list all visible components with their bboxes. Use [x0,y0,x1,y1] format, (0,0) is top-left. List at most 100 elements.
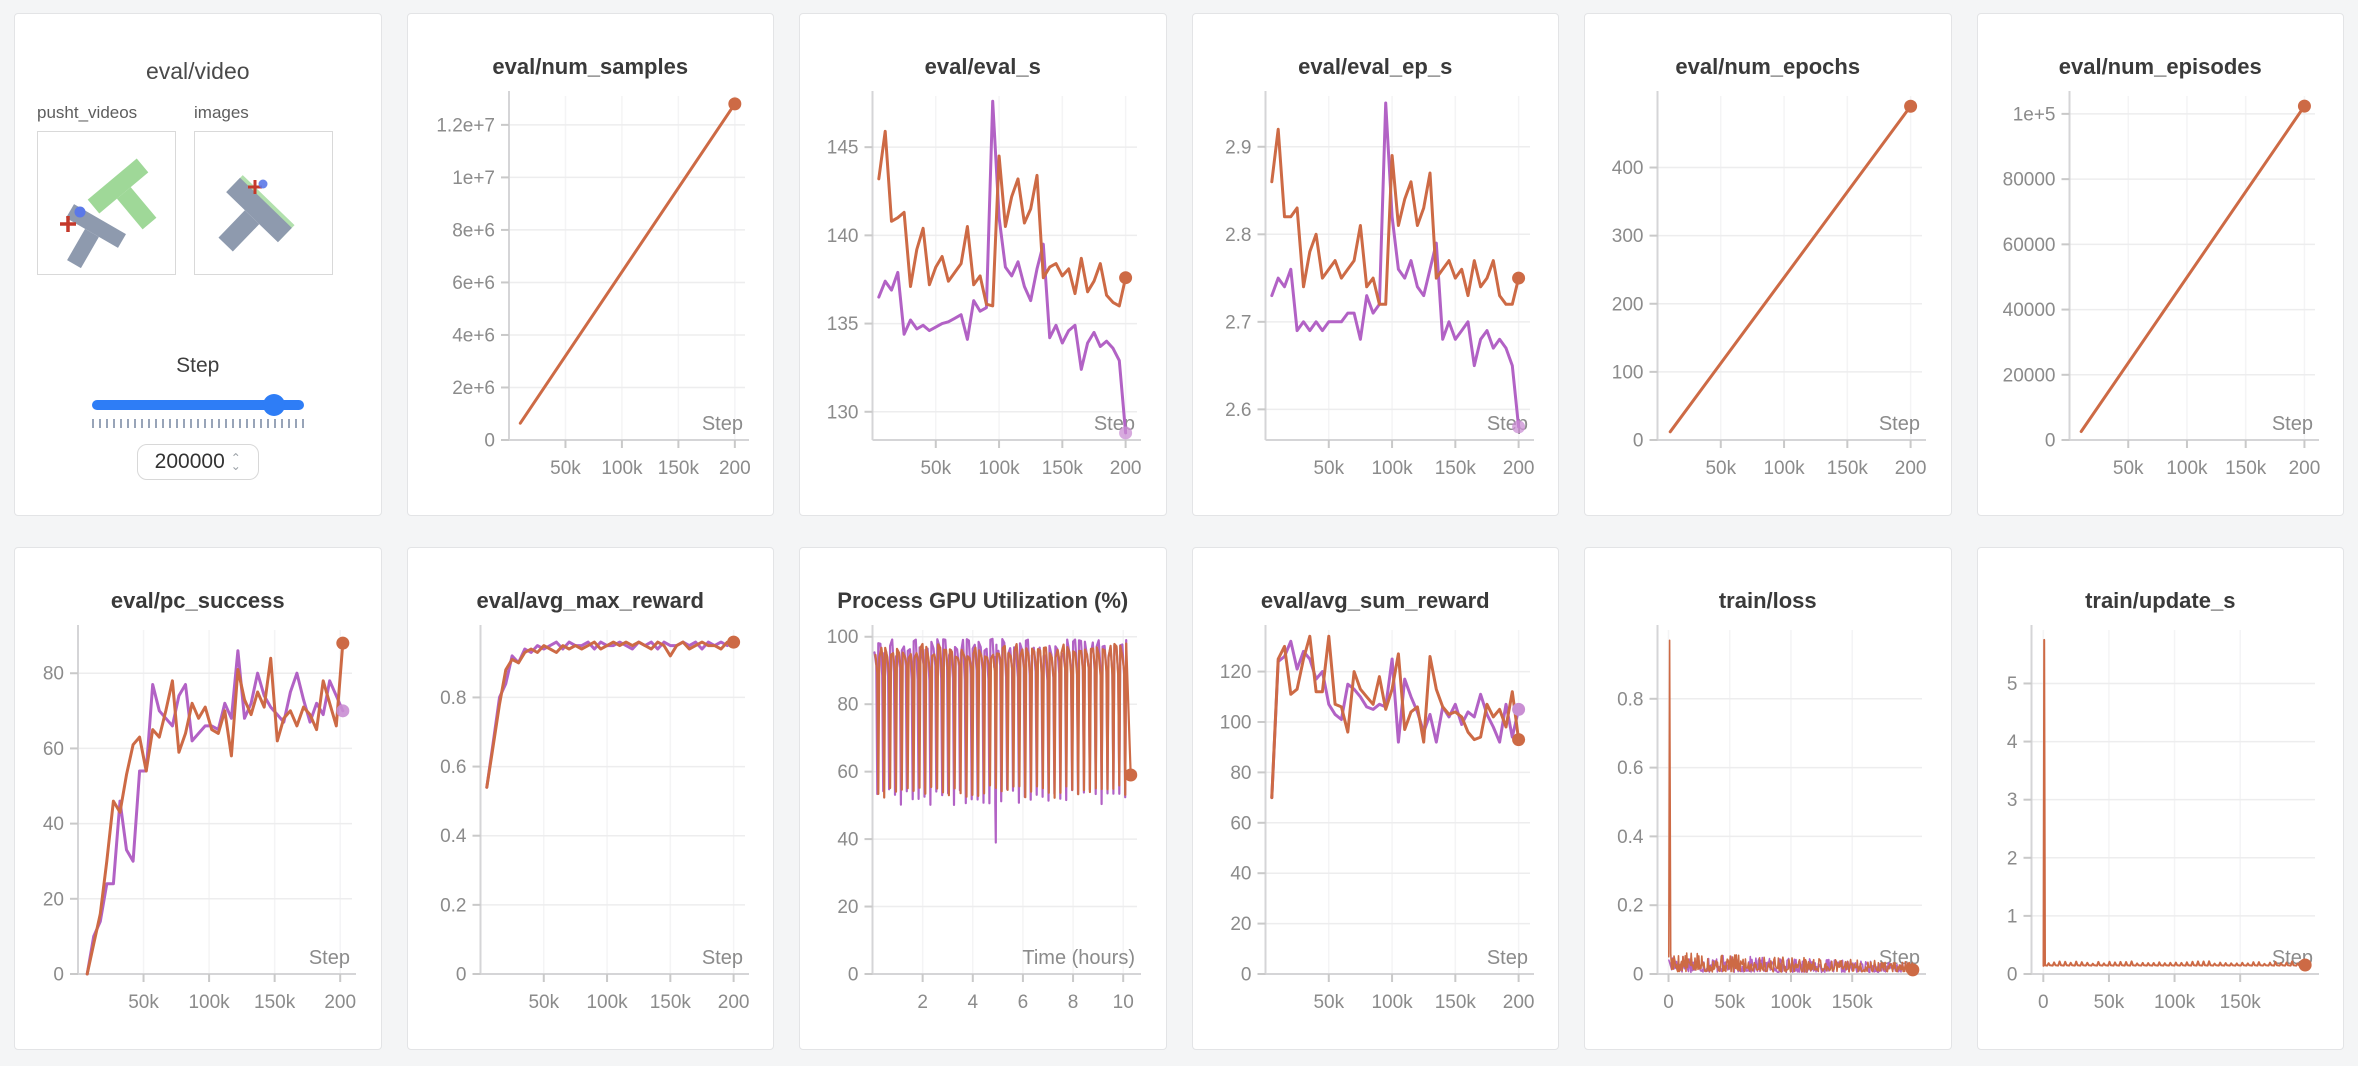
svg-text:0: 0 [1663,992,1674,1013]
svg-text:100: 100 [1612,362,1644,383]
x-axis-label: Step [309,947,350,969]
chart-canvas-eval-avg-max-reward[interactable]: 50k 100k 150k 200 0 0.2 0.4 0.6 0.8 Step [408,618,773,1036]
chart-canvas-eval-pc-success[interactable]: 50k 100k 150k 200 0 20 40 60 80 Step [15,618,380,1036]
svg-text:60: 60 [1230,813,1251,834]
svg-text:0: 0 [2007,965,2018,986]
svg-text:0: 0 [54,965,65,986]
svg-text:60: 60 [43,739,64,760]
chart-title: train/loss [1718,588,1817,613]
svg-text:1e+7: 1e+7 [452,168,495,189]
svg-text:1: 1 [2007,906,2018,927]
svg-text:4: 4 [968,992,979,1013]
chart-title: eval/avg_max_reward [476,588,705,613]
svg-text:4e+6: 4e+6 [452,325,495,346]
step-slider[interactable] [91,394,304,416]
svg-text:0: 0 [848,965,859,986]
x-axis-label: Step [1487,947,1528,969]
svg-text:60: 60 [838,762,859,783]
agent-dot-marker [258,179,268,189]
svg-text:0: 0 [1633,965,1644,986]
chart-canvas-eval-num-samples[interactable]: 50k 100k 150k 200 0 2e+6 4e+6 6e+6 8e+6 1e+7 1.2e+… [408,84,773,502]
chart-title: eval/num_epochs [1675,54,1861,79]
series-endpoint-dot [1119,426,1133,440]
svg-text:150k: 150k [1827,458,1869,479]
svg-text:10: 10 [1113,992,1134,1013]
svg-text:3: 3 [2007,790,2018,811]
svg-text:100k: 100k [979,458,1021,479]
svg-text:50k: 50k [550,458,581,479]
svg-text:50k: 50k [128,992,159,1013]
chart-canvas-eval-avg-sum-reward[interactable]: 50k 100k 150k 200 0 20 40 60 80 100 120 Step [1193,618,1558,1036]
step-increment-button[interactable]: ⌃ [230,451,241,465]
step-slider-track[interactable] [91,400,304,410]
svg-text:2: 2 [918,992,929,1013]
svg-text:130: 130 [827,402,859,423]
svg-text:4: 4 [2007,732,2018,753]
x-axis-label: Step [702,947,743,969]
svg-text:200: 200 [1612,294,1644,315]
svg-text:100: 100 [827,627,859,648]
chart-title: eval/eval_ep_s [1298,54,1453,79]
svg-text:2.8: 2.8 [1225,225,1251,246]
chart-canvas-eval-num-epochs[interactable]: 50k 100k 150k 200 0 100 200 300 400 Step [1585,84,1950,502]
svg-text:0: 0 [2038,992,2049,1013]
media-panel-eval-video: eval/video pusht_videos [14,13,382,516]
chart-panel-eval-avg-sum-reward: eval/avg_sum_reward 50k 100k 150k 200 0 20 40 60… [1191,547,1559,1050]
images-preview[interactable] [194,131,333,275]
x-axis-label: Time (hours) [1023,947,1136,969]
chart-panel-eval-avg-max-reward: eval/avg_max_reward 50k 100k 150k 200 0 0.2 0.4… [406,547,774,1050]
svg-text:60000: 60000 [2002,235,2055,256]
series-endpoint-dot [1511,420,1525,434]
step-control: Step 200000 ⌃ ⌄ [15,354,381,480]
svg-text:300: 300 [1612,226,1644,247]
pusht-video-image [60,158,157,269]
svg-text:200: 200 [1503,992,1535,1013]
svg-text:0.4: 0.4 [440,826,467,847]
pusht-video-preview[interactable] [37,131,176,275]
svg-text:1e+5: 1e+5 [2012,104,2055,125]
chart-panel-train-loss: train/loss 0 50k 100k 150k 0 0.2 0.4 0.6 0.8 Step [1584,547,1952,1050]
svg-text:20: 20 [43,889,64,910]
step-input[interactable]: 200000 ⌃ ⌄ [136,444,259,480]
series-endpoint-dot [1904,99,1918,113]
svg-text:100k: 100k [1371,458,1413,479]
series-endpoint-dot [1906,963,1920,977]
step-slider-ruler [91,419,304,428]
svg-text:50k: 50k [1313,992,1344,1013]
svg-text:0: 0 [456,965,467,986]
chart-panel-train-update-s: train/update_s 0 50k 100k 150k 0 1 2 3 4 5 Step [1976,547,2344,1050]
svg-text:1.2e+7: 1.2e+7 [436,115,495,136]
svg-text:100k: 100k [601,458,643,479]
agent-dot-marker [74,206,86,218]
series-endpoint-dot [728,97,742,111]
chart-panel-eval-eval-ep-s: eval/eval_ep_s 50k 100k 150k 200 2.6 2.7 2.8 2.9… [1191,13,1559,516]
media-thumb-pusht-videos[interactable]: pusht_videos [37,103,176,275]
step-decrement-button[interactable]: ⌄ [230,459,241,473]
media-thumb-images[interactable]: images [194,103,333,275]
chart-title: eval/eval_s [924,54,1041,79]
svg-text:135: 135 [827,314,859,335]
svg-text:150k: 150k [2219,992,2261,1013]
svg-text:200: 200 [718,992,750,1013]
chart-title: eval/num_samples [492,54,689,79]
step-slider-thumb[interactable] [263,394,286,416]
series-endpoint-dot [1119,271,1133,285]
chart-title: eval/avg_sum_reward [1260,588,1490,613]
svg-text:0.6: 0.6 [440,757,466,778]
svg-text:2e+6: 2e+6 [452,378,495,399]
svg-text:50k: 50k [1706,458,1737,479]
chart-title: train/update_s [2085,588,2236,613]
svg-text:20000: 20000 [2002,365,2055,386]
svg-text:0.8: 0.8 [440,688,466,709]
svg-text:50k: 50k [2113,458,2144,479]
series-endpoint-dot [1511,702,1525,716]
chart-panel-eval-pc-success: eval/pc_success 50k 100k 150k 200 0 20 40 60 80 St… [14,547,382,1050]
svg-text:145: 145 [827,138,859,159]
svg-text:0: 0 [484,431,495,452]
chart-canvas-eval-num-episodes[interactable]: 50k 100k 150k 200 0 20000 40000 60000 80000 1e+5 S… [1978,84,2343,502]
